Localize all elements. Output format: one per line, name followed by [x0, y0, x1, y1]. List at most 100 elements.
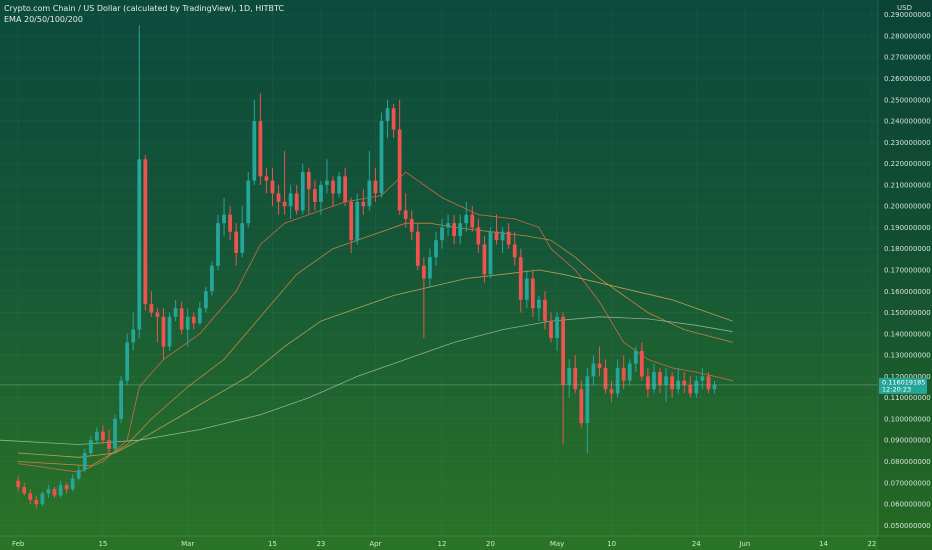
candle-body [367, 180, 372, 207]
candle-body [694, 380, 699, 394]
candle-body [476, 227, 481, 245]
candle-body [270, 180, 275, 194]
y-tick-label: 0.170000000 [884, 267, 931, 275]
candle-body [149, 304, 154, 313]
candle-body [537, 299, 541, 309]
y-tick-label: 0.200000000 [884, 203, 931, 211]
candle-body [246, 180, 251, 224]
candle-body [688, 384, 693, 394]
candle-body [579, 389, 584, 424]
candle-body [555, 316, 559, 339]
candle-body [40, 493, 45, 505]
candle-body [228, 214, 232, 232]
candle-body [621, 367, 626, 381]
y-tick-label: 0.220000000 [884, 160, 931, 168]
candle-body [52, 489, 57, 496]
candle-body [488, 231, 493, 275]
candle-body [197, 308, 202, 324]
candle-body [95, 431, 99, 441]
candle-body [639, 350, 644, 377]
candle-body [500, 231, 505, 241]
y-tick-label: 0.070000000 [884, 479, 931, 487]
candle-body [494, 231, 499, 241]
y-tick-label: 0.110000000 [884, 394, 931, 402]
candle-body [22, 487, 27, 494]
candle-body [143, 159, 148, 305]
candle-body [222, 214, 226, 224]
candle-body [373, 180, 378, 194]
candle-body [585, 376, 590, 424]
candle-body [167, 316, 172, 347]
candle-body [343, 176, 348, 202]
candle-body [204, 291, 208, 309]
y-tick-label: 0.270000000 [884, 54, 931, 62]
candle-body [58, 484, 63, 496]
candle-body [76, 470, 81, 479]
y-tick-label: 0.280000000 [884, 32, 931, 40]
x-tick-label: May [550, 540, 564, 548]
candle-body [627, 363, 632, 381]
y-tick-label: 0.150000000 [884, 309, 931, 317]
candle-body [216, 223, 220, 266]
candle-body [294, 193, 299, 211]
candle-body [658, 372, 662, 385]
y-tick-label: 0.100000000 [884, 416, 931, 424]
candle-body [409, 218, 414, 232]
candle-body [282, 201, 287, 207]
candle-body [561, 316, 565, 385]
candle-body [446, 223, 450, 228]
x-tick-label: 14 [819, 540, 828, 548]
candle-body [179, 308, 184, 330]
candle-body [191, 316, 196, 324]
candle-body [633, 350, 638, 364]
candle-body [288, 193, 293, 207]
candle-body [482, 244, 487, 275]
candle-body [258, 121, 263, 177]
y-tick-label: 0.050000000 [884, 522, 931, 530]
candle-body [240, 223, 245, 253]
bar-countdown: 12:20:23 [882, 385, 911, 393]
x-tick-label: Apr [369, 540, 381, 548]
candle-body [530, 278, 535, 309]
candle-body [361, 201, 366, 207]
candle-body [101, 431, 105, 441]
candle-body [646, 376, 650, 390]
candle-body [706, 376, 711, 390]
candle-body [82, 453, 87, 471]
candle-body [234, 231, 239, 253]
candle-body [119, 380, 123, 419]
x-tick-label: 20 [486, 540, 495, 548]
x-tick-label: Jun [738, 540, 750, 548]
candle-body [155, 312, 160, 317]
candle-body [712, 384, 717, 390]
x-tick-label: 12 [438, 540, 447, 548]
candle-body [676, 380, 681, 390]
candle-body [458, 223, 463, 236]
indicator-label: EMA 20/50/100/200 [4, 15, 83, 24]
y-tick-label: 0.140000000 [884, 330, 931, 338]
y-tick-label: 0.130000000 [884, 352, 931, 360]
candle-body [415, 231, 420, 266]
candle-body [64, 484, 69, 490]
candle-body [440, 227, 444, 241]
candle-body [312, 189, 317, 202]
candle-body [597, 363, 602, 368]
y-tick-label: 0.060000000 [884, 501, 931, 509]
x-tick-label: Feb [12, 540, 25, 548]
candle-body [16, 480, 21, 488]
candle-body [452, 223, 457, 236]
y-tick-label: 0.120000000 [884, 373, 931, 381]
candle-body [331, 180, 335, 194]
candle-body [210, 265, 214, 292]
candle-body [300, 172, 305, 211]
candle-body [652, 372, 656, 390]
x-tick-label: 22 [867, 540, 876, 548]
candle-body [421, 265, 426, 279]
y-tick-label: 0.180000000 [884, 245, 931, 253]
candle-body [137, 159, 142, 330]
currency-label: USD [897, 4, 912, 12]
candle-body [700, 376, 705, 381]
